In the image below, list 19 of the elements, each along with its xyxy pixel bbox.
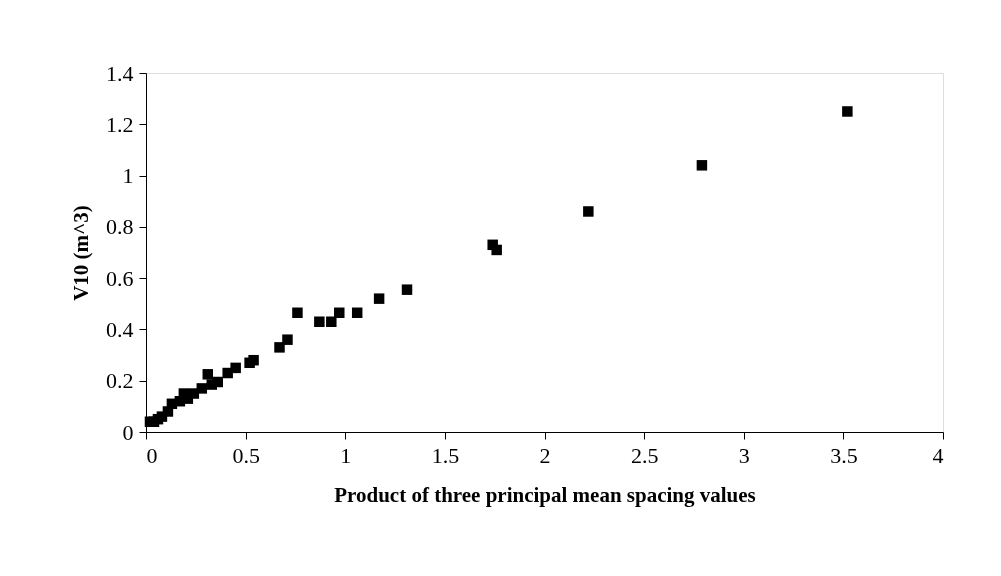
- y-tick-label: 1.2: [106, 111, 134, 137]
- x-tick-label: 3.5: [830, 442, 858, 468]
- y-tick-label: 0.2: [106, 368, 134, 394]
- x-tick-label: 1.5: [431, 442, 460, 468]
- y-tick-label: 0.8: [106, 214, 134, 240]
- y-tick-label: 1: [122, 163, 134, 189]
- x-axis-title: Product of three principal mean spacing values: [334, 482, 756, 507]
- x-tick-label: 2: [539, 442, 551, 468]
- x-tick-label: 0: [146, 442, 158, 468]
- x-tick-label: 4: [932, 442, 944, 468]
- x-tick-label: 1: [340, 442, 352, 468]
- y-tick-label: 0.4: [106, 316, 134, 342]
- y-tick-label: 0.6: [106, 265, 134, 291]
- x-tick-label: 0.5: [232, 442, 260, 468]
- y-tick-label: 0: [122, 419, 134, 445]
- y-axis-title: V10 (m^3): [69, 205, 93, 301]
- x-tick-label: 3: [738, 442, 750, 468]
- y-tick-label: 1.4: [106, 60, 134, 86]
- x-tick-label: 2.5: [630, 442, 659, 468]
